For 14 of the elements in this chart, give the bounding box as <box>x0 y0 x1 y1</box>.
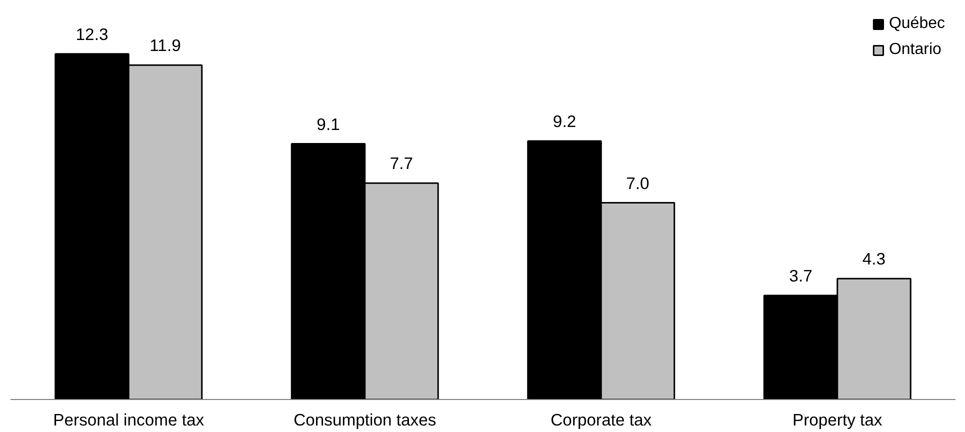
x-tick-label: Property tax <box>792 410 883 430</box>
legend-label: Ontario <box>888 41 942 59</box>
x-tick-label: Corporate tax <box>550 410 652 430</box>
legend-label: Québec <box>888 15 945 33</box>
data-label: 9.1 <box>316 114 340 134</box>
data-label: 7.0 <box>626 174 650 193</box>
data-label: 4.3 <box>862 250 886 269</box>
data-label: 7.7 <box>390 154 414 174</box>
x-tick-label: Personal income tax <box>53 410 205 430</box>
data-label: 3.7 <box>789 266 812 286</box>
data-label: 11.9 <box>150 36 181 56</box>
x-tick-label: Consumption taxes <box>294 410 436 430</box>
data-label: 9.2 <box>552 112 576 131</box>
data-label: 12.3 <box>76 24 108 44</box>
